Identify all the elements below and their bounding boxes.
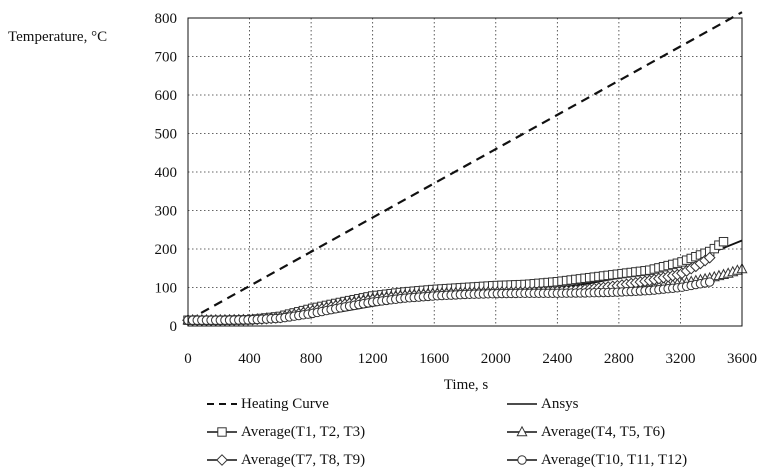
legend-label: Average(T1, T2, T3) <box>241 423 366 440</box>
legend-label: Average(T10, T11, T12) <box>541 451 688 468</box>
x-tick-label: 400 <box>238 351 261 367</box>
x-tick-label: 3200 <box>665 351 695 367</box>
legend-swatch-average-t7-t8-t9 <box>207 454 237 466</box>
legend-label: Heating Curve <box>241 395 329 412</box>
legend-label: Average(T4, T5, T6) <box>541 423 666 440</box>
x-tick-label: 1600 <box>419 351 449 367</box>
tick-labels: 0 100 200 300 400 500 600 700 800 0 400 800 1200 1600… <box>155 11 758 367</box>
legend: Heating Curve Ansys Average(T1, T2, T3) Ave… <box>205 394 765 470</box>
x-axis-title: Time, s <box>444 377 489 393</box>
y-tick-label: 100 <box>155 281 178 297</box>
legend-label: Average(T7, T8, T9) <box>241 451 366 468</box>
legend-item-average-t10-t11-t12: Average(T10, T11, T12) <box>505 450 687 470</box>
legend-swatch-average-t4-t5-t6 <box>507 425 537 437</box>
y-tick-label: 500 <box>155 127 178 143</box>
legend-item-ansys: Ansys <box>505 394 579 414</box>
x-tick-label: 800 <box>300 351 323 367</box>
x-tick-label: 3600 <box>727 351 757 367</box>
legend-item-average-t4-t5-t6: Average(T4, T5, T6) <box>505 422 665 442</box>
data-point-average-t10-t11-t12 <box>704 277 715 287</box>
x-tick-label: 2000 <box>481 351 511 367</box>
x-tick-label: 2400 <box>542 351 572 367</box>
series-layer <box>182 11 748 327</box>
legend-marker-average-t10-t11-t12 <box>517 455 527 465</box>
y-tick-label: 700 <box>155 50 178 66</box>
y-tick-label: 400 <box>155 165 178 181</box>
data-point-average-t7-t8-t9 <box>703 251 716 264</box>
legend-marker-average-t7-t8-t9 <box>216 454 228 466</box>
legend-swatch-average-t10-t11-t12 <box>507 455 537 465</box>
legend-item-heating-curve: Heating Curve <box>205 394 329 414</box>
plot-frame <box>187 17 743 327</box>
legend-label: Ansys <box>541 395 579 412</box>
series-heating-curve <box>187 11 743 322</box>
x-tick-label: 0 <box>184 351 192 367</box>
y-tick-label: 600 <box>155 88 178 104</box>
y-tick-label: 0 <box>170 319 178 335</box>
legend-swatch-ansys <box>507 403 537 405</box>
y-tick-label: 300 <box>155 204 178 220</box>
x-tick-label: 1200 <box>358 351 388 367</box>
legend-marker-average-t4-t5-t6 <box>516 425 528 437</box>
legend-swatch-average-t1-t2-t3 <box>207 427 237 437</box>
legend-marker-average-t1-t2-t3 <box>217 427 227 437</box>
legend-swatch-heating-curve <box>207 403 237 405</box>
series-line-heating-curve <box>187 11 743 322</box>
data-point-average-t1-t2-t3 <box>718 236 729 247</box>
legend-item-average-t1-t2-t3: Average(T1, T2, T3) <box>205 422 365 442</box>
y-axis-title: Temperature, °C <box>8 29 107 45</box>
x-tick-label: 2800 <box>604 351 634 367</box>
legend-item-average-t7-t8-t9: Average(T7, T8, T9) <box>205 450 365 470</box>
y-tick-label: 800 <box>155 11 178 27</box>
y-tick-label: 200 <box>155 242 178 258</box>
series-average-t10-t11-t12 <box>183 277 715 325</box>
